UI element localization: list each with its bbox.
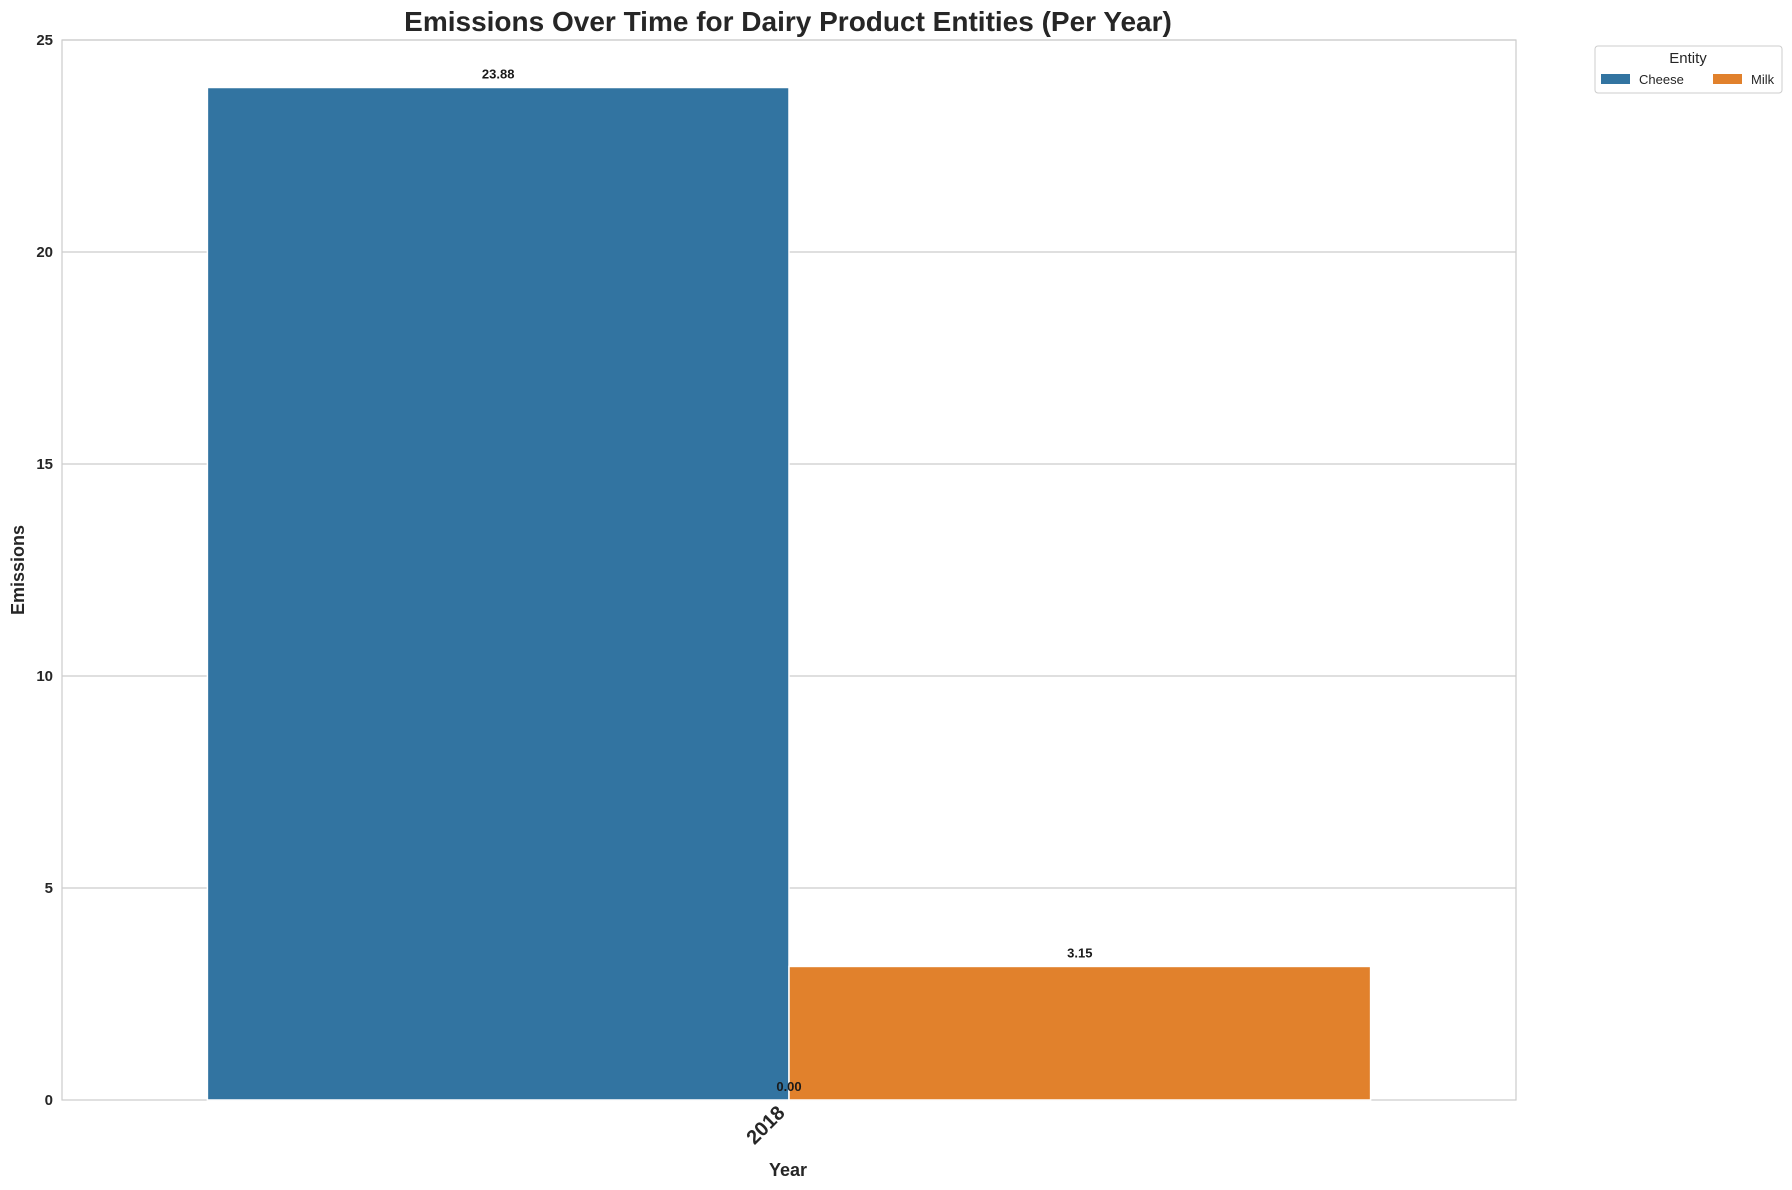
legend-label-cheese: Cheese xyxy=(1639,72,1684,87)
legend-swatch-cheese xyxy=(1601,74,1630,84)
bar-cheese xyxy=(206,86,790,1101)
bars xyxy=(206,86,1372,1101)
y-tick-label: 5 xyxy=(45,880,53,897)
legend-items: Cheese Milk xyxy=(1601,72,1775,87)
x-axis-label: Year xyxy=(769,1160,807,1180)
data-label: 23.88 xyxy=(482,66,515,81)
legend: Entity Cheese Milk xyxy=(1594,45,1783,94)
data-label: 0.00 xyxy=(776,1079,801,1094)
legend-swatch-milk xyxy=(1713,74,1742,84)
data-label: 3.15 xyxy=(1067,945,1092,960)
y-tick-label: 25 xyxy=(36,32,53,49)
legend-title: Entity xyxy=(1669,50,1707,67)
legend-label-milk: Milk xyxy=(1751,72,1775,87)
data-labels: 23.88 3.15 0.00 xyxy=(482,66,1093,1094)
chart-title: Emissions Over Time for Dairy Product En… xyxy=(404,6,1172,37)
x-tick-labels: 2018 xyxy=(743,1102,790,1149)
y-axis-label: Emissions xyxy=(8,525,28,615)
y-tick-label: 20 xyxy=(36,244,53,261)
y-tick-label: 15 xyxy=(36,456,53,473)
y-tick-label: 0 xyxy=(45,1092,53,1109)
x-tick-label: 2018 xyxy=(743,1102,790,1149)
y-tick-labels: 0 5 10 15 20 25 xyxy=(36,32,53,1109)
bar-milk xyxy=(788,965,1372,1101)
y-tick-label: 10 xyxy=(36,668,53,685)
